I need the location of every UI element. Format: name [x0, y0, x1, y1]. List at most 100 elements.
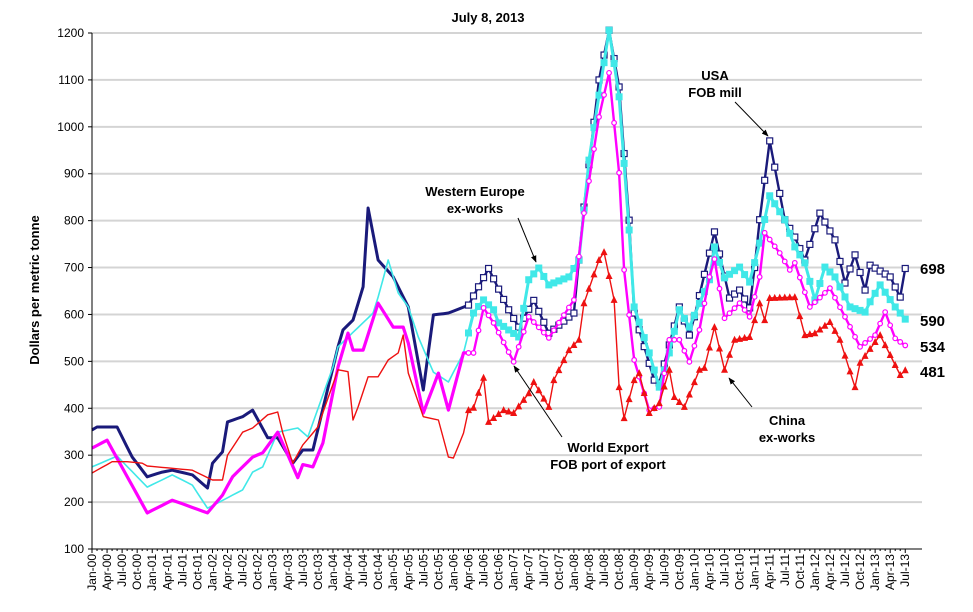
- x-tick-label: Oct-06: [492, 554, 506, 590]
- data-point: [479, 274, 488, 282]
- data-point: [600, 59, 608, 67]
- data-point: [535, 324, 542, 331]
- series-line-early: [91, 334, 470, 481]
- data-point: [776, 208, 784, 216]
- data-point: [540, 318, 548, 326]
- data-point: [866, 344, 874, 352]
- data-point: [695, 365, 703, 373]
- data-point: [601, 92, 607, 98]
- data-point: [475, 327, 482, 334]
- data-point: [626, 312, 633, 318]
- data-point: [741, 271, 749, 279]
- data-point: [892, 335, 899, 342]
- x-tick-label: Jul-00: [115, 554, 129, 587]
- data-point: [837, 304, 843, 311]
- data-point: [475, 302, 483, 310]
- x-tick-label: Jul-02: [236, 554, 250, 587]
- data-point: [510, 358, 517, 365]
- data-point: [525, 389, 533, 397]
- end-label-world-export: 534: [920, 339, 946, 356]
- data-point: [751, 316, 759, 324]
- annotation-china: China ex-works: [728, 377, 815, 445]
- data-point: [655, 399, 663, 407]
- data-point: [725, 294, 734, 302]
- data-point: [611, 119, 617, 126]
- x-tick-label: Jan-07: [507, 554, 521, 591]
- data-point: [887, 322, 894, 329]
- data-point: [710, 243, 718, 251]
- x-tick-label: Oct-08: [612, 554, 626, 590]
- x-tick-label: Jan-04: [326, 554, 340, 591]
- data-point: [791, 259, 798, 266]
- data-point: [605, 271, 613, 279]
- annotation-world-export: World Export FOB port of export: [513, 365, 666, 472]
- data-point: [615, 93, 623, 101]
- data-point: [801, 259, 809, 267]
- series-line: [468, 71, 906, 412]
- data-point: [836, 335, 844, 343]
- data-point: [660, 382, 668, 390]
- data-point: [630, 303, 638, 311]
- data-point: [465, 406, 472, 414]
- data-point: [585, 156, 593, 164]
- data-point: [535, 307, 543, 315]
- data-point: [596, 114, 602, 120]
- data-point: [490, 413, 498, 421]
- data-point: [470, 309, 478, 317]
- data-point: [771, 293, 779, 301]
- data-point: [560, 312, 567, 319]
- data-point: [474, 283, 483, 291]
- data-point: [735, 286, 744, 294]
- data-point: [806, 304, 813, 310]
- data-point: [655, 383, 663, 391]
- series-layer: [91, 26, 909, 515]
- x-tick-label: Jul-12: [838, 554, 852, 587]
- data-point: [861, 286, 869, 294]
- data-point: [771, 200, 779, 208]
- data-point: [806, 240, 814, 249]
- x-tick-label: Apr-00: [100, 554, 114, 590]
- data-point: [586, 178, 592, 184]
- data-point: [761, 316, 769, 324]
- x-tick-label: Jan-01: [145, 554, 159, 591]
- data-point: [816, 279, 824, 287]
- annotation-wx-arrow: [513, 365, 563, 438]
- data-point: [706, 274, 713, 280]
- data-point: [680, 314, 688, 322]
- data-point: [560, 275, 568, 283]
- x-tick-label: Jul-10: [718, 554, 732, 587]
- data-point: [831, 326, 839, 334]
- data-point: [485, 417, 493, 425]
- annotation-china-line1: China: [769, 413, 806, 428]
- data-point: [691, 342, 698, 349]
- x-tick-label: Jan-12: [808, 554, 822, 591]
- data-point: [555, 366, 563, 374]
- data-point: [721, 315, 728, 322]
- data-point: [620, 159, 628, 167]
- data-point: [736, 300, 743, 307]
- annotation-usa-line2: FOB mill: [688, 85, 741, 100]
- data-point: [550, 279, 558, 287]
- data-point: [867, 336, 873, 342]
- data-point: [550, 327, 557, 334]
- data-point: [786, 229, 794, 237]
- data-point: [721, 274, 729, 282]
- data-point: [851, 251, 859, 259]
- data-point: [665, 349, 673, 357]
- data-point: [470, 350, 477, 356]
- data-point: [500, 322, 508, 330]
- x-tick-label: Jul-04: [356, 554, 370, 587]
- data-point: [590, 124, 598, 132]
- data-point: [540, 329, 547, 336]
- x-tick-label: Oct-07: [552, 554, 566, 590]
- data-point: [731, 267, 739, 275]
- data-point: [615, 383, 623, 391]
- data-point: [576, 253, 582, 260]
- data-point: [505, 306, 513, 314]
- data-point: [485, 301, 493, 309]
- end-label-western-europe: 590: [920, 313, 945, 330]
- data-point: [464, 301, 473, 309]
- x-tick-label: Jul-08: [597, 554, 611, 587]
- x-tick-label: Apr-09: [642, 554, 656, 590]
